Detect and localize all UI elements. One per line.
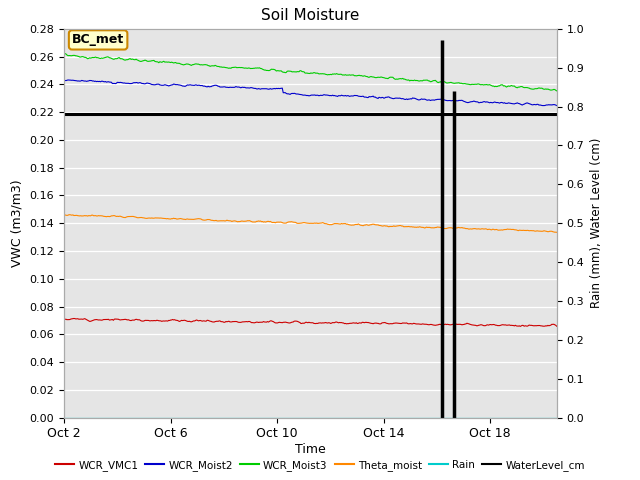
Y-axis label: Rain (mm), Water Level (cm): Rain (mm), Water Level (cm) bbox=[590, 138, 603, 308]
WaterLevel_cm bbox=[60, 110, 68, 116]
X-axis label: Time: Time bbox=[295, 443, 326, 456]
Theta_moist bbox=[297, 220, 305, 226]
Line: WCR_Moist3: WCR_Moist3 bbox=[64, 53, 557, 91]
WCR_Moist2 bbox=[465, 99, 473, 105]
Rain bbox=[327, 415, 335, 420]
WCR_Moist2 bbox=[355, 93, 362, 99]
WCR_Moist3 bbox=[297, 68, 305, 74]
Legend: WCR_VMC1, WCR_Moist2, WCR_Moist3, Theta_moist, Rain, WaterLevel_cm: WCR_VMC1, WCR_Moist2, WCR_Moist3, Theta_… bbox=[51, 456, 589, 475]
WCR_Moist3 bbox=[60, 50, 68, 56]
WCR_VMC1 bbox=[543, 323, 551, 329]
Theta_moist bbox=[553, 229, 561, 235]
WCR_VMC1 bbox=[295, 319, 303, 325]
WCR_Moist2 bbox=[298, 92, 306, 97]
Theta_moist bbox=[294, 220, 302, 226]
Text: BC_met: BC_met bbox=[72, 34, 124, 47]
WCR_VMC1 bbox=[355, 321, 362, 326]
WCR_Moist3 bbox=[327, 72, 335, 77]
Rain bbox=[353, 415, 361, 420]
Theta_moist bbox=[327, 222, 335, 228]
Theta_moist bbox=[353, 222, 361, 228]
Theta_moist bbox=[464, 226, 472, 232]
WCR_VMC1 bbox=[465, 321, 473, 327]
WaterLevel_cm bbox=[87, 110, 95, 116]
Rain bbox=[294, 415, 302, 420]
WCR_Moist2 bbox=[328, 93, 335, 98]
WCR_Moist3 bbox=[541, 86, 548, 92]
WCR_VMC1 bbox=[516, 324, 524, 329]
WCR_Moist2 bbox=[60, 78, 68, 84]
Theta_moist bbox=[60, 212, 68, 217]
WCR_VMC1 bbox=[70, 315, 77, 321]
Theta_moist bbox=[541, 228, 548, 234]
Rain bbox=[60, 415, 68, 420]
Rain bbox=[553, 415, 561, 420]
Rain bbox=[464, 415, 472, 420]
WCR_Moist3 bbox=[294, 69, 302, 74]
WCR_VMC1 bbox=[298, 321, 306, 326]
Line: WCR_Moist2: WCR_Moist2 bbox=[64, 80, 557, 106]
Rain bbox=[541, 415, 548, 420]
WCR_VMC1 bbox=[328, 320, 335, 326]
WCR_Moist2 bbox=[553, 103, 561, 108]
WCR_Moist3 bbox=[553, 88, 561, 94]
Line: Theta_moist: Theta_moist bbox=[64, 215, 557, 232]
Y-axis label: VWC (m3/m3): VWC (m3/m3) bbox=[11, 180, 24, 267]
WCR_VMC1 bbox=[553, 324, 561, 329]
WCR_VMC1 bbox=[60, 316, 68, 322]
Rain bbox=[297, 415, 305, 420]
WCR_Moist2 bbox=[543, 102, 551, 108]
WCR_Moist3 bbox=[464, 81, 472, 87]
WCR_Moist2 bbox=[64, 77, 72, 83]
WCR_Moist2 bbox=[539, 103, 547, 108]
WCR_Moist2 bbox=[295, 91, 303, 97]
Title: Soil Moisture: Soil Moisture bbox=[261, 9, 360, 24]
WCR_Moist3 bbox=[353, 73, 361, 79]
Line: WCR_VMC1: WCR_VMC1 bbox=[64, 318, 557, 326]
